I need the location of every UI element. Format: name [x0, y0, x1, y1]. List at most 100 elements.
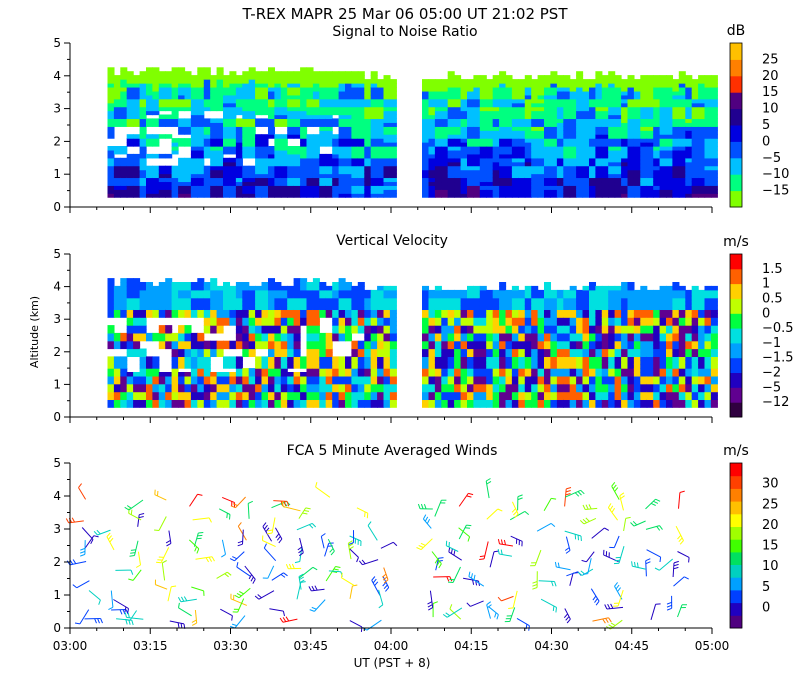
- heat-cell: [332, 138, 340, 143]
- heat-cell: [223, 189, 231, 194]
- heat-cell: [479, 181, 487, 186]
- heat-cell: [216, 67, 224, 72]
- heat-cell: [364, 399, 372, 404]
- heat-cell: [556, 297, 564, 303]
- heat-cell: [357, 317, 365, 322]
- heat-cell: [248, 146, 256, 151]
- heat-cell: [467, 142, 475, 147]
- heat-cell: [338, 165, 346, 171]
- heat-cell: [479, 161, 487, 167]
- heat-cell: [113, 189, 121, 194]
- heat-cell: [608, 90, 616, 96]
- heat-cell: [576, 90, 584, 96]
- heat-cell: [229, 395, 237, 401]
- heat-cell: [146, 153, 154, 159]
- heat-cell: [595, 161, 603, 167]
- heat-cell: [171, 301, 179, 307]
- heat-cell: [364, 138, 372, 143]
- heat-cell: [319, 336, 327, 342]
- heat-cell: [293, 383, 301, 389]
- heat-cell: [280, 289, 288, 295]
- heat-cell: [184, 126, 192, 131]
- heat-cell: [133, 372, 141, 377]
- heat-cell: [107, 383, 115, 389]
- heat-cell: [319, 309, 327, 314]
- heat-cell: [486, 126, 494, 131]
- heat-cell: [325, 189, 333, 194]
- heat-cell: [197, 173, 205, 179]
- heat-cell: [659, 98, 667, 104]
- heat-cell: [268, 110, 276, 116]
- heat-cell: [601, 161, 609, 167]
- heat-cell: [589, 106, 597, 112]
- heat-cell: [268, 293, 276, 299]
- heat-cell: [242, 344, 250, 350]
- heat-cell: [158, 173, 166, 179]
- heat-cell: [422, 87, 430, 92]
- heat-cell: [184, 297, 192, 303]
- heat-cell: [486, 153, 494, 159]
- heat-cell: [293, 325, 301, 330]
- heat-cell: [531, 293, 539, 299]
- heat-cell: [447, 161, 455, 167]
- heat-cell: [190, 161, 198, 167]
- heat-cell: [595, 301, 603, 307]
- heat-cell: [223, 177, 231, 183]
- heat-cell: [454, 134, 462, 139]
- heat-cell: [672, 181, 680, 186]
- heat-cell: [274, 90, 282, 96]
- heat-cell: [280, 313, 288, 318]
- heat-cell: [447, 122, 455, 127]
- heat-cell: [351, 325, 359, 330]
- heat-cell: [524, 146, 532, 151]
- heat-cell: [133, 169, 141, 175]
- heat-cell: [563, 83, 571, 88]
- heat-cell: [595, 189, 603, 194]
- heat-cell: [216, 387, 224, 393]
- heat-cell: [550, 379, 558, 385]
- heat-cell: [312, 332, 320, 338]
- heat-cell: [255, 289, 263, 295]
- heat-cell: [704, 90, 712, 96]
- heat-cell: [691, 173, 699, 179]
- heat-cell: [364, 332, 372, 338]
- heat-cell: [467, 83, 475, 88]
- colorbar-swatch: [730, 157, 742, 175]
- heat-cell: [107, 399, 115, 404]
- heat-cell: [524, 325, 532, 330]
- heat-cell: [338, 321, 346, 326]
- heat-cell: [357, 325, 365, 330]
- heat-cell: [261, 395, 269, 401]
- heat-cell: [389, 90, 397, 96]
- heat-cell: [608, 98, 616, 104]
- heat-cell: [454, 106, 462, 112]
- heat-cell: [646, 149, 654, 155]
- heat-cell: [589, 289, 597, 295]
- heat-cell: [338, 138, 346, 143]
- heat-cell: [608, 118, 616, 123]
- heat-cell: [261, 364, 269, 369]
- heat-cell: [441, 102, 449, 108]
- heat-cell: [441, 301, 449, 307]
- heat-cell: [454, 189, 462, 194]
- heat-cell: [146, 289, 154, 295]
- heat-cell: [377, 297, 385, 303]
- heat-cell: [312, 336, 320, 342]
- heat-cell: [255, 391, 263, 397]
- heat-cell: [377, 146, 385, 151]
- heat-cell: [492, 98, 500, 104]
- heat-cell: [332, 368, 340, 373]
- heat-cell: [531, 305, 539, 311]
- heat-cell: [197, 114, 205, 120]
- heat-cell: [197, 94, 205, 100]
- heat-cell: [576, 375, 584, 381]
- heat-cell: [197, 278, 205, 283]
- heat-cell: [242, 110, 250, 116]
- heat-cell: [242, 289, 250, 295]
- heat-cell: [544, 340, 552, 346]
- heat-cell: [338, 98, 346, 104]
- heat-cell: [248, 293, 256, 299]
- heat-cell: [210, 344, 218, 350]
- heat-cell: [473, 90, 481, 96]
- heat-cell: [556, 391, 564, 397]
